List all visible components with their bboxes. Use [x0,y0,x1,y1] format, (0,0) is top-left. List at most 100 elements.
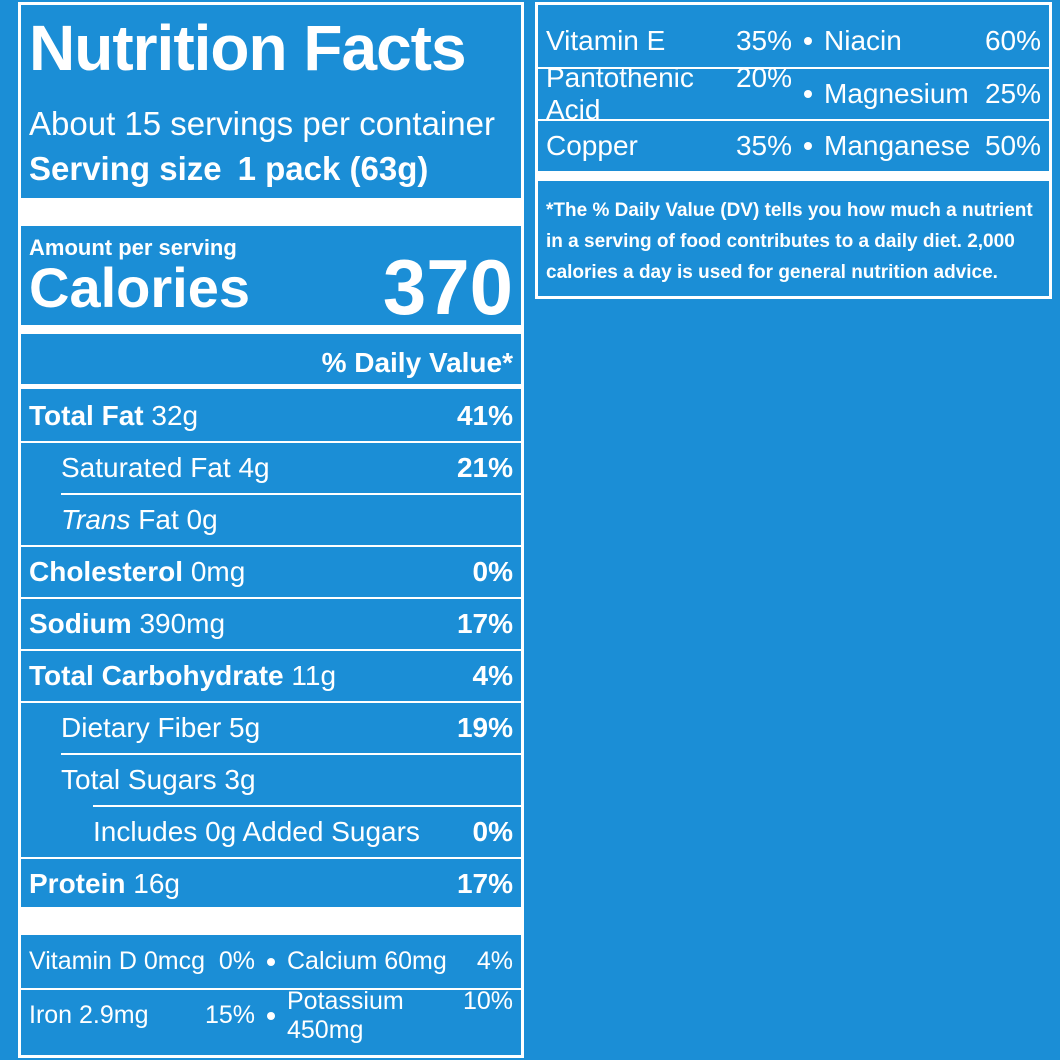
vitamin-dv: 15% [204,1001,255,1029]
thick-rule [21,907,521,935]
vitamin-dv: 25% [984,78,1041,109]
medium-rule [21,384,521,389]
vitamin-name: Vitamin D 0mcg [29,947,205,975]
nutrient-name: Total Fat [29,399,144,431]
vitamin-row: Copper 35% Manganese 50% [538,119,1049,171]
daily-value: 17% [456,607,513,639]
vitamin-cell: Manganese 50% [824,130,1041,162]
side-panel: Vitamin E 35% Niacin 60% Pantothenic Acid 20%… [535,2,1052,299]
vitamin-cell: Vitamin E 35% [546,25,792,57]
vitamin-row: Vitamin E 35% Niacin 60% [538,15,1049,67]
nutrient-row: Sodium 390mg 17% [21,597,521,650]
title: Nutrition Facts [29,12,467,84]
vitamin-cell: Pantothenic Acid 20% [546,62,792,126]
nutrient-name: Cholesterol [29,555,184,587]
serving-size: Serving size 1 pack (63g) [29,150,513,188]
nutrient-row: Trans Fat 0g [21,493,521,546]
vitamin-row: Pantothenic Acid 20% Magnesium 25% [538,62,1049,125]
vitamin-cell: Iron 2.9mg 15% [29,1001,255,1030]
serving-size-label: Serving size [29,150,222,187]
daily-value: 21% [456,451,513,483]
nutrient-amount: 11g [291,659,337,691]
nutrient-name: Total Sugars [61,763,217,795]
nutrient-label: Cholesterol 0mg [29,556,245,588]
vitamin-name: Magnesium [824,78,969,109]
nutrient-row: Protein 16g 17% [21,857,521,910]
nutrient-amount: 32g [151,399,199,431]
nutrient-amount: 3g [224,763,256,795]
thick-rule [538,171,1049,181]
vitamin-dv: 35% [735,25,792,56]
nutrient-name: Fat [138,503,179,535]
bullet [267,1011,275,1020]
vitamin-row: Vitamin D 0mcg 0% Calcium 60mg 4% [21,935,521,988]
nutrient-amount: 0g [186,503,218,535]
vitamin-name: Vitamin E [546,25,666,56]
nutrient-name: Saturated Fat [61,451,231,483]
vitamin-dv: 35% [735,130,792,161]
nutrient-amount: 0mg [190,555,246,587]
nutrient-label: Protein 16g [29,868,180,900]
nutrient-label: Total Fat 32g [29,400,198,432]
daily-value: 41% [456,399,513,431]
nutrient-row: Total Sugars 3g [21,753,521,806]
amount-per-serving: Amount per serving [29,235,237,260]
daily-value: 4% [472,659,513,691]
vitamin-dv: 60% [984,25,1041,56]
thick-rule [21,325,521,334]
nutrient-name: Protein [29,867,126,899]
nutrient-label: Sodium 390mg [29,608,225,640]
vitamin-cell: Potassium 450mg 10% [287,987,513,1045]
nutrient-label: Saturated Fat 4g [61,452,270,484]
thick-rule [21,198,521,226]
daily-value: 17% [456,867,513,899]
bullet [804,37,812,45]
bullet [804,90,812,98]
nutrient-label: Total Carbohydrate 11g [29,660,336,692]
nutrient-label: Trans Fat 0g [61,504,218,536]
vitamin-name: Niacin [824,25,902,56]
footnote: *The % Daily Value (DV) tells you how mu… [546,200,1033,283]
vitamin-dv: 0% [218,947,255,975]
vitamin-name: Iron 2.9mg [29,1001,149,1029]
vitamin-dv: 4% [476,947,513,975]
nutrient-amount: 390mg [139,607,226,639]
daily-value: 0% [472,555,513,587]
calories-value: 370 [382,242,513,331]
vitamin-dv: 10% [462,986,513,1015]
nutrient-row: Includes 0g Added Sugars 0% [21,805,521,858]
daily-value: 0% [472,815,513,847]
nutrient-name: Total Carbohydrate [29,659,284,691]
vitamin-cell: Magnesium 25% [824,78,1041,110]
nutrient-name: Includes 0g Added Sugars [93,815,420,847]
vitamin-dv: 20% [735,62,792,93]
nutrient-name: Dietary Fiber [61,711,222,743]
nutrient-amount: 4g [238,451,270,483]
vitamin-cell: Niacin 60% [824,25,1041,57]
nutrient-row: Cholesterol 0mg 0% [21,545,521,598]
vitamin-cell: Calcium 60mg 4% [287,947,513,976]
nutrient-name-italic: Trans [61,503,131,535]
nutrient-amount: 5g [229,711,261,743]
vitamin-name: Potassium 450mg [287,986,404,1044]
nutrient-row: Total Fat 32g 41% [21,389,521,442]
vitamin-cell: Copper 35% [546,130,792,162]
vitamin-cell: Vitamin D 0mcg 0% [29,947,255,976]
nutrient-row: Total Carbohydrate 11g 4% [21,649,521,702]
calories-label: Calories [29,255,250,319]
nutrient-label: Includes 0g Added Sugars [93,816,420,848]
nutrient-name: Sodium [29,607,132,639]
daily-value-header: % Daily Value* [321,347,513,378]
daily-value: 19% [456,711,513,743]
vitamin-name: Copper [546,130,638,161]
nutrient-label: Total Sugars 3g [61,764,256,796]
nutrient-amount: 16g [133,867,180,899]
bullet [804,142,812,150]
main-panel: Nutrition Facts About 15 servings per co… [18,2,524,1058]
nutrient-row: Saturated Fat 4g 21% [21,441,521,494]
nutrient-row: Dietary Fiber 5g 19% [21,701,521,754]
vitamin-name: Calcium 60mg [287,947,447,975]
vitamin-name: Pantothenic Acid [546,62,694,125]
